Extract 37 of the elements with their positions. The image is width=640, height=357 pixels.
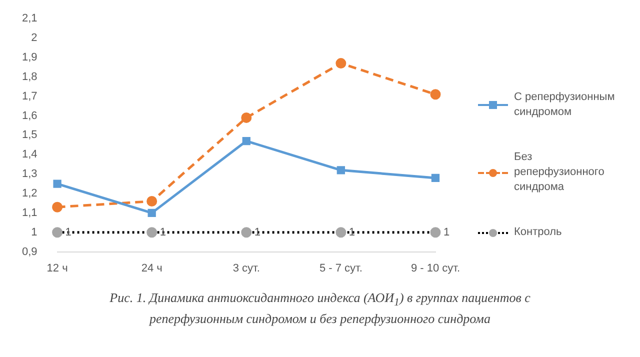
data-label: 1 [254, 226, 261, 238]
x-tick-label: 9 - 10 сут. [410, 262, 460, 274]
y-tick-label: 1,6 [22, 110, 38, 122]
point [241, 112, 252, 123]
text: Рис. 1. Динамика антиоксидантного индекса (АОИ$_{1}$) в группах пациентов с реперфузионным синдромом и без реперфузионного синдрома [108, 290, 532, 327]
y-tick-label: 1,7 [22, 90, 38, 102]
point [148, 208, 156, 218]
y-tick-label: 1,4 [22, 148, 38, 161]
y-tick-label: 1,5 [22, 129, 38, 142]
point [430, 89, 441, 100]
point [52, 202, 63, 212]
point [336, 58, 346, 69]
x-tick-label: 5 - 7 сут. [319, 262, 362, 274]
y-tick-label: 1,3 [22, 168, 38, 180]
legend-label: Контроль [514, 225, 563, 240]
data-label: 1 [348, 226, 356, 238]
x-tick-label: 12 ч [46, 262, 68, 274]
legend-label: С реперфузионным синдромом [514, 90, 616, 120]
point [53, 180, 62, 188]
y-tick-label: 2 [31, 32, 38, 44]
data-label: 1 [443, 226, 450, 238]
x-tick-label: 3 сут. [232, 262, 260, 274]
y-tick-label: 0,9 [22, 246, 38, 258]
point [431, 174, 440, 182]
y-tick-label: 2,1 [22, 12, 38, 25]
data-label: 1 [160, 226, 166, 238]
point [146, 196, 158, 207]
data-label: 1 [65, 226, 72, 238]
point [242, 136, 250, 146]
x-tick-label: 24 ч [141, 262, 162, 274]
y-tick-label: 1,1 [22, 206, 38, 219]
legend-label: Без реперфузионного синдрома [514, 150, 606, 195]
y-tick-label: 1,2 [22, 188, 38, 200]
y-tick-label: 1,8 [22, 70, 38, 83]
y-tick-label: 1 [31, 226, 38, 238]
y-tick-label: 1,9 [22, 52, 38, 64]
point [336, 166, 346, 174]
